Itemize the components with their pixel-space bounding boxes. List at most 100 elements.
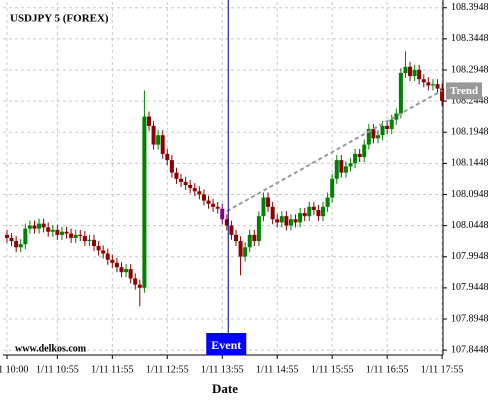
candle-body	[288, 219, 293, 226]
candle-body	[339, 160, 344, 173]
candle-body	[298, 213, 303, 223]
candle-body	[73, 234, 78, 238]
candle-body	[435, 84, 440, 89]
candle-body	[32, 225, 37, 229]
candle-body	[238, 241, 243, 257]
chart-title: USDJPY 5 (FOREX)	[10, 13, 109, 25]
candle-body	[119, 267, 124, 273]
candle-body	[417, 69, 422, 80]
candle-body	[362, 144, 367, 158]
watermark: www.delkos.com	[15, 343, 87, 354]
candle-body	[183, 181, 188, 186]
candle-body	[252, 234, 257, 242]
candle-body	[105, 253, 110, 260]
candle-body	[266, 197, 271, 207]
candle-body	[50, 229, 55, 232]
candle-body	[275, 219, 280, 223]
x-tick-label: 1/11 13:55	[201, 364, 244, 375]
axis-labels: 107.8448 107.8948 107.9448 107.9948 108.0448…	[0, 2, 489, 375]
trend-line	[226, 89, 443, 213]
y-tick-label: 107.9448	[451, 282, 489, 293]
candle-body	[197, 191, 202, 195]
candle-body	[23, 228, 28, 245]
candle-body	[37, 223, 42, 229]
x-tick-label: 1/11 12:55	[146, 364, 189, 375]
trend-label: Trend	[450, 85, 478, 97]
candle-body	[284, 216, 289, 226]
candle-body	[179, 178, 184, 182]
candle-body	[69, 233, 74, 238]
candle-body	[353, 153, 358, 164]
y-tick-label: 108.3448	[451, 33, 489, 44]
candle-body	[247, 234, 252, 248]
candle-body	[412, 69, 417, 77]
candles	[5, 51, 445, 307]
candle-body	[394, 113, 399, 120]
candle-body	[279, 216, 284, 223]
y-tick-label: 108.0448	[451, 220, 489, 231]
candle-body	[87, 239, 92, 242]
candle-body	[398, 72, 403, 114]
candle-body	[385, 125, 390, 130]
y-tick-label: 107.8448	[451, 344, 489, 355]
x-tick-label: 1/11 10:55	[36, 364, 79, 375]
candle-body	[41, 223, 46, 228]
candle-body	[128, 269, 133, 279]
candle-body	[215, 206, 220, 209]
candle-body	[165, 153, 170, 161]
candle-body	[307, 206, 312, 217]
candle-body	[403, 66, 408, 73]
candle-body	[375, 135, 380, 139]
candle-body	[389, 119, 394, 130]
candle-body	[256, 216, 261, 242]
candle-body	[27, 225, 32, 229]
candle-body	[156, 135, 161, 145]
candle-body	[270, 206, 275, 220]
candle-body	[343, 166, 348, 173]
candle-body	[92, 239, 97, 247]
candle-body	[302, 213, 307, 217]
candle-body	[316, 209, 321, 217]
candle-body	[293, 219, 298, 223]
candle-body	[55, 229, 60, 235]
x-tick-label: 1/11 10:00	[0, 364, 28, 375]
candle-body	[421, 79, 426, 83]
candle-body	[5, 234, 9, 238]
candle-body	[188, 185, 193, 189]
y-tick-label: 107.9948	[451, 251, 489, 262]
y-tick-label: 108.1948	[451, 127, 489, 138]
trend-label-box	[446, 82, 482, 100]
y-tick-label: 108.0948	[451, 189, 489, 200]
x-tick-label: 1/11 17:55	[421, 364, 464, 375]
candle-body	[192, 188, 197, 192]
candle-body	[46, 227, 51, 232]
candle-body	[18, 244, 23, 248]
candle-body	[357, 153, 362, 158]
candle-body	[380, 125, 385, 136]
y-tick-label: 108.2948	[451, 64, 489, 75]
x-tick-label: 1/11 15:55	[311, 364, 354, 375]
candle-body	[234, 234, 238, 242]
candle-body	[59, 231, 64, 235]
candle-body	[330, 178, 335, 198]
candle-body	[82, 236, 87, 242]
candle-body	[430, 84, 435, 86]
candle-body	[201, 194, 206, 201]
candle-body	[114, 262, 119, 268]
candle-body	[426, 82, 431, 86]
candle-body	[146, 116, 151, 126]
candle-body	[348, 163, 353, 167]
candle-body	[261, 197, 266, 217]
candle-body	[137, 284, 142, 288]
candle-body	[64, 231, 69, 234]
candle-body	[96, 246, 101, 251]
candle-body	[14, 241, 19, 248]
event-label: Event	[211, 338, 241, 352]
candle-body	[220, 208, 225, 220]
candle-body	[211, 203, 216, 207]
candle-body	[151, 125, 156, 145]
candle-body	[78, 234, 83, 237]
y-tick-label: 107.8948	[451, 313, 489, 324]
candle-body	[124, 269, 129, 273]
